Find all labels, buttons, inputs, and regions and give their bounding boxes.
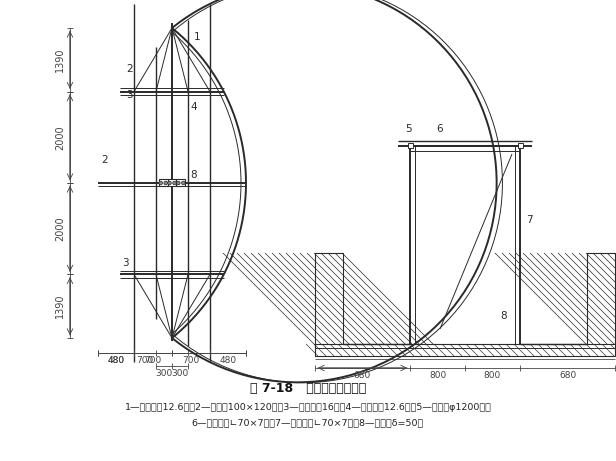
Text: 480: 480 [107,356,124,365]
Bar [315,344,615,356]
Circle shape [164,181,168,185]
Text: 1: 1 [194,32,201,42]
Bar [168,179,177,187]
Text: 1—纵棁（［12.6）；2—木棁（100×120）；3—横棁（［16）；4—纵棁（［12.6）；5—吸环（φ1200）；: 1—纵棁（［12.6）；2—木棁（100×120）；3—横棁（［16）；4—纵棁… [124,402,492,412]
Bar [517,143,522,148]
Text: 6—水平杆（∟70×7）；7—垂直杆（∟70×7）；8—木板（δ=50）: 6—水平杆（∟70×7）；7—垂直杆（∟70×7）；8—木板（δ=50） [192,419,424,427]
Text: 300: 300 [171,369,188,378]
Text: 700: 700 [144,356,161,365]
Text: 4: 4 [190,101,197,112]
Text: 800: 800 [484,371,501,380]
Text: 480: 480 [219,356,237,365]
Text: 8: 8 [190,170,197,180]
Text: 800: 800 [429,371,446,380]
Text: 2000: 2000 [55,125,65,149]
Text: 700: 700 [136,356,153,365]
Bar [408,143,413,148]
Text: 1390: 1390 [55,294,65,319]
Text: 3: 3 [122,259,129,268]
Text: 2000: 2000 [55,216,65,241]
Text: 2: 2 [101,155,108,165]
Text: 5: 5 [405,124,411,134]
Text: 300: 300 [155,369,172,378]
Text: 700: 700 [182,356,200,365]
Bar [176,179,185,187]
Bar [587,253,615,348]
Bar [315,253,343,348]
Text: 7: 7 [526,215,533,225]
Text: 680: 680 [559,371,576,380]
Text: 8: 8 [500,311,506,321]
Text: 图 7-18   眼睛形燃烧室吊盘: 图 7-18 眼睛形燃烧室吊盘 [250,383,366,396]
Text: 3: 3 [126,89,133,100]
Circle shape [177,181,180,185]
Text: 680: 680 [354,371,371,380]
Text: 2: 2 [126,64,133,74]
Circle shape [168,181,171,185]
Circle shape [159,181,163,185]
Text: 1390: 1390 [55,47,65,72]
Bar [159,179,168,187]
Text: 6: 6 [437,124,444,134]
Circle shape [182,181,185,185]
Circle shape [172,181,176,185]
Text: 480: 480 [107,356,124,365]
